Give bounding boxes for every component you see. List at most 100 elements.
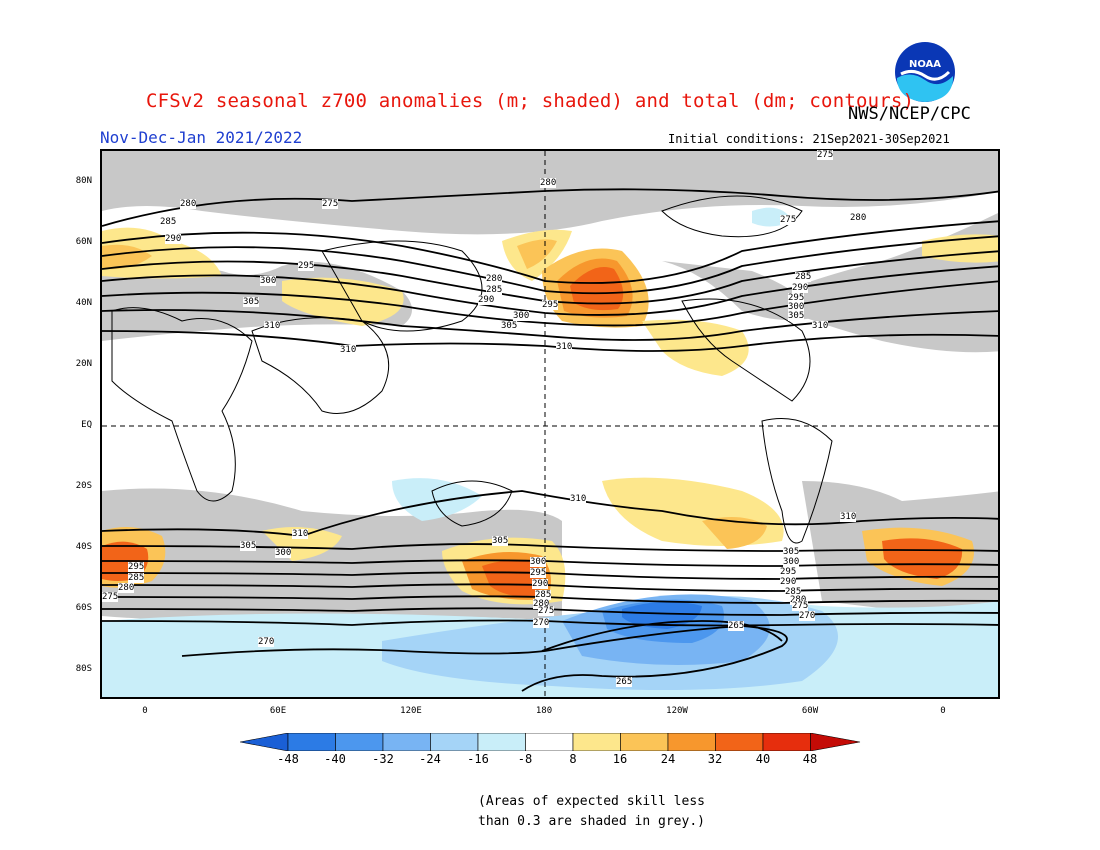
colorbar-segment <box>383 733 431 751</box>
contour-label: 295 <box>542 300 558 310</box>
contour-label: 310 <box>840 512 856 522</box>
colorbar-segment <box>431 733 479 751</box>
colorbar-segment <box>336 733 384 751</box>
lat-label: 60N <box>76 237 92 247</box>
colorbar-tick: -32 <box>372 752 394 766</box>
skill-note-line-1: (Areas of expected skill less <box>478 792 705 812</box>
contour-label: 305 <box>783 547 799 557</box>
contour-label: 270 <box>799 611 815 621</box>
map-title: CFSv2 seasonal z700 anomalies (m; shaded… <box>146 90 914 112</box>
contour-label: 275 <box>792 601 808 611</box>
map-panel <box>100 149 1000 699</box>
contour-label: 275 <box>102 592 118 602</box>
lon-label: 180 <box>536 706 552 716</box>
colorbar-tick: 8 <box>569 752 576 766</box>
contour-label: 275 <box>538 606 554 616</box>
contour-label: 310 <box>812 321 828 331</box>
colorbar-tick: -24 <box>419 752 441 766</box>
colorbar-segment <box>668 733 716 751</box>
season-label: Nov-Dec-Jan 2021/2022 <box>100 128 302 147</box>
contour-label: 305 <box>501 321 517 331</box>
contour-label: 285 <box>160 217 176 227</box>
contour-label: 310 <box>264 321 280 331</box>
contour-label: 290 <box>165 234 181 244</box>
lat-label: 80N <box>76 176 92 186</box>
contour-label: 285 <box>486 285 502 295</box>
contour-label: 310 <box>292 529 308 539</box>
agency-label: NWS/NCEP/CPC <box>848 104 971 124</box>
colorbar-segment <box>478 733 526 751</box>
contour-label: 310 <box>556 342 572 352</box>
colorbar-tick: -16 <box>467 752 489 766</box>
contour-label: 290 <box>532 579 548 589</box>
contour-label: 285 <box>128 573 144 583</box>
contour-label: 295 <box>780 567 796 577</box>
colorbar-tick: 32 <box>708 752 722 766</box>
contour-label: 285 <box>795 272 811 282</box>
anomaly-map <box>102 151 1000 699</box>
initial-conditions-label: Initial conditions: 21Sep2021-30Sep2021 <box>668 132 950 146</box>
contour-label: 290 <box>780 577 796 587</box>
contour-label: 295 <box>530 568 546 578</box>
colorbar-arrow-left <box>240 733 288 751</box>
noaa-logo-text: NOAA <box>909 59 941 70</box>
contour-label: 300 <box>513 311 529 321</box>
contour-label: 270 <box>258 637 274 647</box>
contour-label: 295 <box>128 562 144 572</box>
contour-label: 305 <box>492 536 508 546</box>
colorbar-tick: 16 <box>613 752 627 766</box>
contour-label: 265 <box>616 677 632 687</box>
colorbar-segment <box>621 733 669 751</box>
lon-label: 0 <box>940 706 945 716</box>
colorbar-segment <box>573 733 621 751</box>
contour-label: 280 <box>850 213 866 223</box>
lat-label: 20N <box>76 359 92 369</box>
contour-label: 275 <box>322 199 338 209</box>
lon-label: 120E <box>400 706 422 716</box>
colorbar-tick: -48 <box>277 752 299 766</box>
lat-label: 80S <box>76 664 92 674</box>
contour-label: 300 <box>530 557 546 567</box>
lat-label: 40S <box>76 542 92 552</box>
colorbar-tick: 48 <box>803 752 817 766</box>
contour-label: 290 <box>478 295 494 305</box>
contour-label: 280 <box>180 199 196 209</box>
colorbar-tick: -40 <box>324 752 346 766</box>
lon-label: 120W <box>666 706 688 716</box>
contour-label: 310 <box>340 345 356 355</box>
colorbar-tick: -8 <box>518 752 532 766</box>
lat-label: 20S <box>76 481 92 491</box>
lon-label: 60E <box>270 706 286 716</box>
contour-label: 305 <box>240 541 256 551</box>
colorbar-arrow-right <box>811 733 861 751</box>
colorbar-segment <box>763 733 811 751</box>
lat-label: EQ <box>81 420 92 430</box>
colorbar-tick: 24 <box>661 752 675 766</box>
contour-label: 290 <box>792 283 808 293</box>
contour-label: 305 <box>243 297 259 307</box>
colorbar-segment <box>288 733 336 751</box>
skill-note-line-2: than 0.3 are shaded in grey.) <box>478 812 705 832</box>
lon-label: 0 <box>142 706 147 716</box>
contour-label: 265 <box>728 621 744 631</box>
colorbar-segment <box>716 733 764 751</box>
contour-label: 300 <box>275 548 291 558</box>
contour-label: 295 <box>298 261 314 271</box>
contour-label: 275 <box>780 215 796 225</box>
contour-label: 305 <box>788 311 804 321</box>
contour-label: 280 <box>118 583 134 593</box>
skill-note: (Areas of expected skill less than 0.3 a… <box>478 792 705 832</box>
contour-label: 300 <box>783 557 799 567</box>
contour-label: 280 <box>540 178 556 188</box>
contour-label: 270 <box>533 618 549 628</box>
lat-label: 60S <box>76 603 92 613</box>
colorbar-tick: 40 <box>756 752 770 766</box>
lon-label: 60W <box>802 706 818 716</box>
contour-label: 310 <box>570 494 586 504</box>
colorbar-segment <box>526 733 574 751</box>
lat-label: 40N <box>76 298 92 308</box>
contour-label: 280 <box>486 274 502 284</box>
contour-label: 275 <box>817 150 833 160</box>
contour-label: 300 <box>260 276 276 286</box>
colorbar <box>240 733 862 751</box>
